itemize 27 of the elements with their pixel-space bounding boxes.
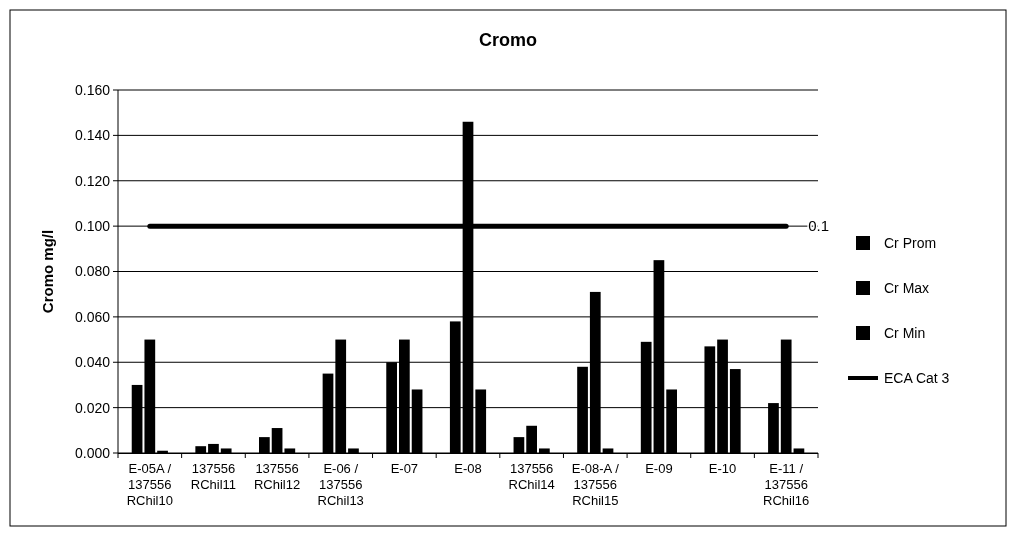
x-tick-label: 137556 RChil12 [253, 461, 301, 492]
y-tick-label: 0.120 [74, 172, 111, 189]
x-tick-label: E-11 / 137556 RChil16 [763, 461, 810, 508]
y-tick-label: 0.040 [74, 354, 111, 371]
y-tick-label: 0.080 [74, 263, 111, 280]
x-tick-label: E-08 [454, 461, 482, 476]
data-label: 0.1 [808, 217, 830, 235]
y-tick-label: 0.140 [74, 127, 111, 144]
x-tick-label: E-10 [708, 461, 737, 476]
legend-label: Cr Max [884, 279, 930, 296]
x-tick-label: E-06 / 137556 RChil13 [317, 461, 364, 508]
y-tick-label: 0.020 [74, 399, 111, 416]
x-tick-label: 137556 RChil14 [508, 461, 555, 492]
x-tick-label: E-07 [390, 461, 419, 476]
x-tick-label: 137556 RChil11 [190, 461, 237, 492]
y-axis-title: Cromo mg/l [39, 229, 56, 314]
y-tick-label: 0.160 [74, 81, 111, 98]
y-tick-label: 0.060 [74, 308, 111, 325]
x-tick-label: E-08-A / 137556 RChil15 [571, 461, 620, 508]
y-tick-label: 0.000 [74, 444, 111, 461]
x-tick-label: E-09 [645, 461, 673, 476]
x-tick-label: E-05A / 137556 RChil10 [126, 461, 173, 508]
legend-label: Cr Prom [884, 234, 937, 251]
chart-title: Cromo [479, 30, 537, 50]
legend-label: Cr Min [884, 324, 926, 341]
y-tick-label: 0.100 [74, 218, 111, 235]
legend-label: ECA Cat 3 [884, 369, 950, 386]
